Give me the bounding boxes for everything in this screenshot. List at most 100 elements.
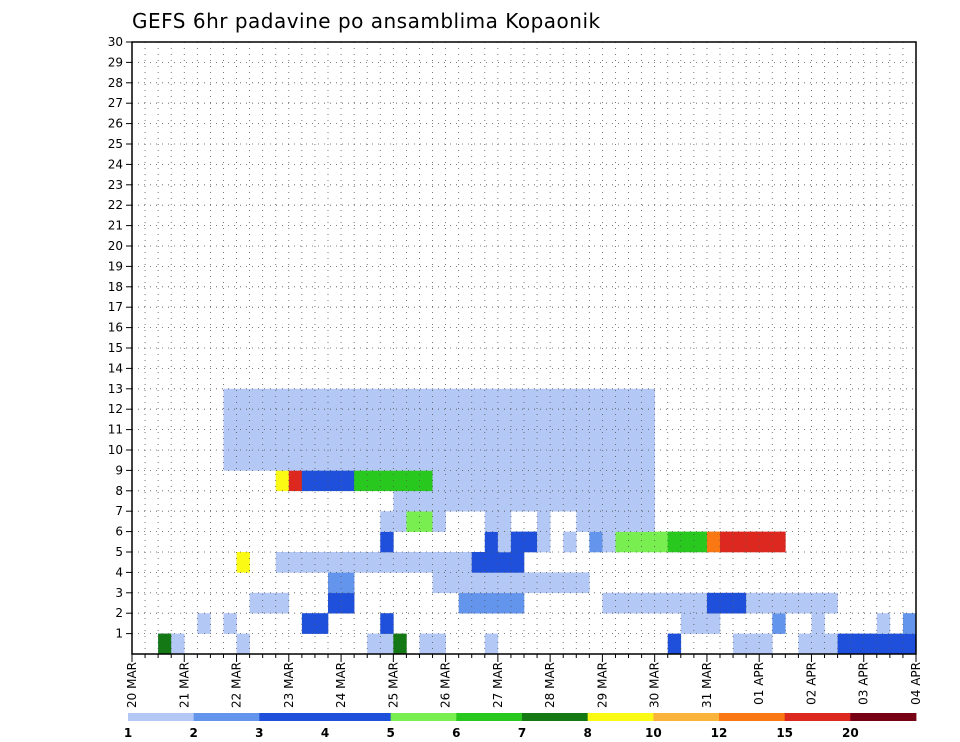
heatmap-cell bbox=[680, 592, 695, 614]
heatmap-cell bbox=[641, 409, 655, 430]
y-tick-label: 30 bbox=[108, 35, 123, 49]
colorbar-tick-label: 2 bbox=[189, 726, 197, 740]
heatmap-cell bbox=[510, 409, 525, 430]
heatmap-cell bbox=[471, 409, 486, 430]
colorbar-tick-label: 5 bbox=[386, 726, 394, 740]
heatmap-cell bbox=[550, 429, 564, 451]
heatmap-cell bbox=[563, 572, 577, 594]
heatmap-cell bbox=[354, 409, 368, 430]
heatmap-cell bbox=[641, 388, 655, 410]
heatmap-cell bbox=[693, 592, 708, 614]
colorbar-swatch bbox=[193, 713, 260, 721]
x-axis: 20 MAR 21 MAR 22 MAR 23 MAR 24 MAR 25 MAR 26 M… bbox=[125, 654, 923, 708]
heatmap-cell bbox=[641, 592, 655, 614]
heatmap-cell bbox=[524, 450, 538, 471]
y-tick-label: 22 bbox=[108, 198, 123, 212]
heatmap-cell bbox=[419, 552, 433, 573]
y-tick-label: 17 bbox=[108, 300, 123, 314]
heatmap-cell bbox=[171, 633, 185, 655]
heatmap-cell bbox=[419, 511, 433, 532]
heatmap-cell bbox=[759, 531, 773, 553]
colorbar-swatch bbox=[128, 713, 195, 721]
heatmap-cell bbox=[380, 633, 394, 655]
heatmap-cell bbox=[458, 552, 473, 573]
x-tick-label: 04 APR bbox=[909, 662, 923, 705]
heatmap-cell bbox=[576, 388, 590, 410]
y-tick-label: 1 bbox=[115, 627, 123, 641]
heatmap-cell bbox=[301, 409, 316, 430]
heatmap-cell bbox=[445, 490, 459, 512]
heatmap-cell bbox=[301, 470, 316, 492]
heatmap-cell bbox=[354, 470, 368, 492]
heatmap-cell bbox=[380, 450, 394, 471]
heatmap-cell bbox=[602, 490, 616, 512]
heatmap-cell bbox=[314, 450, 329, 471]
heatmap-cell bbox=[563, 388, 577, 410]
heatmap-cell bbox=[576, 490, 590, 512]
heatmap-cell bbox=[524, 531, 538, 553]
heatmap-cell bbox=[354, 388, 368, 410]
heatmap-cell bbox=[550, 572, 564, 594]
heatmap-cell bbox=[301, 552, 316, 573]
heatmap-cell bbox=[393, 429, 407, 451]
heatmap-cell bbox=[380, 388, 394, 410]
heatmap-cell bbox=[576, 511, 590, 532]
heatmap-cell bbox=[589, 429, 603, 451]
heatmap-cell bbox=[733, 633, 747, 655]
heatmap-cell bbox=[328, 450, 342, 471]
heatmap-cell bbox=[720, 592, 734, 614]
x-tick-label: 03 APR bbox=[857, 662, 871, 705]
heatmap-cell bbox=[236, 450, 250, 471]
y-axis: 1234567891011121314151617181920212223242… bbox=[108, 35, 132, 641]
heatmap-cell bbox=[445, 388, 459, 410]
heatmap-cell bbox=[341, 552, 355, 573]
heatmap-cell bbox=[484, 592, 499, 614]
heatmap-cell bbox=[510, 429, 525, 451]
heatmap-cell bbox=[497, 511, 512, 532]
heatmap-cell bbox=[654, 531, 669, 553]
heatmap-cell bbox=[628, 450, 642, 471]
heatmap-cell bbox=[589, 450, 603, 471]
y-tick-label: 16 bbox=[108, 321, 123, 335]
heatmap-cell bbox=[497, 450, 512, 471]
heatmap-cell bbox=[733, 592, 747, 614]
heatmap-cell bbox=[484, 388, 499, 410]
heatmap-cell bbox=[419, 470, 433, 492]
heatmap-cell bbox=[615, 490, 629, 512]
heatmap-cell bbox=[497, 552, 512, 573]
y-tick-label: 28 bbox=[108, 76, 123, 90]
heatmap-cell bbox=[249, 388, 263, 410]
heatmap-cell bbox=[576, 572, 590, 594]
heatmap-cell bbox=[432, 511, 446, 532]
colorbar-swatch bbox=[259, 713, 326, 721]
heatmap-cell bbox=[602, 388, 616, 410]
heatmap-cell bbox=[393, 633, 407, 655]
heatmap-cell bbox=[445, 429, 459, 451]
heatmap-cell bbox=[602, 470, 616, 492]
x-tick-label: 28 MAR bbox=[543, 662, 557, 708]
y-tick-label: 15 bbox=[108, 341, 123, 355]
heatmap-cell bbox=[497, 572, 512, 594]
colorbar-tick-label: 7 bbox=[518, 726, 526, 740]
y-tick-label: 20 bbox=[108, 239, 123, 253]
heatmap-cell bbox=[458, 450, 473, 471]
heatmap-cell bbox=[902, 633, 917, 655]
heatmap-cell bbox=[484, 409, 499, 430]
heatmap-cell bbox=[471, 490, 486, 512]
heatmap-cell bbox=[497, 592, 512, 614]
heatmap-cell bbox=[458, 409, 473, 430]
heatmap-cell bbox=[615, 388, 629, 410]
heatmap-cell bbox=[406, 409, 420, 430]
heatmap-cell bbox=[510, 572, 525, 594]
heatmap-cell bbox=[223, 409, 237, 430]
heatmap-cell bbox=[341, 592, 355, 614]
heatmap-cell bbox=[314, 429, 329, 451]
heatmap-cell bbox=[772, 613, 786, 634]
y-tick-label: 7 bbox=[115, 504, 123, 518]
heatmap-cell bbox=[576, 409, 590, 430]
heatmap-cell bbox=[328, 409, 342, 430]
heatmap-cell bbox=[863, 633, 878, 655]
heatmap-cell bbox=[393, 470, 407, 492]
heatmap-cell bbox=[484, 470, 499, 492]
